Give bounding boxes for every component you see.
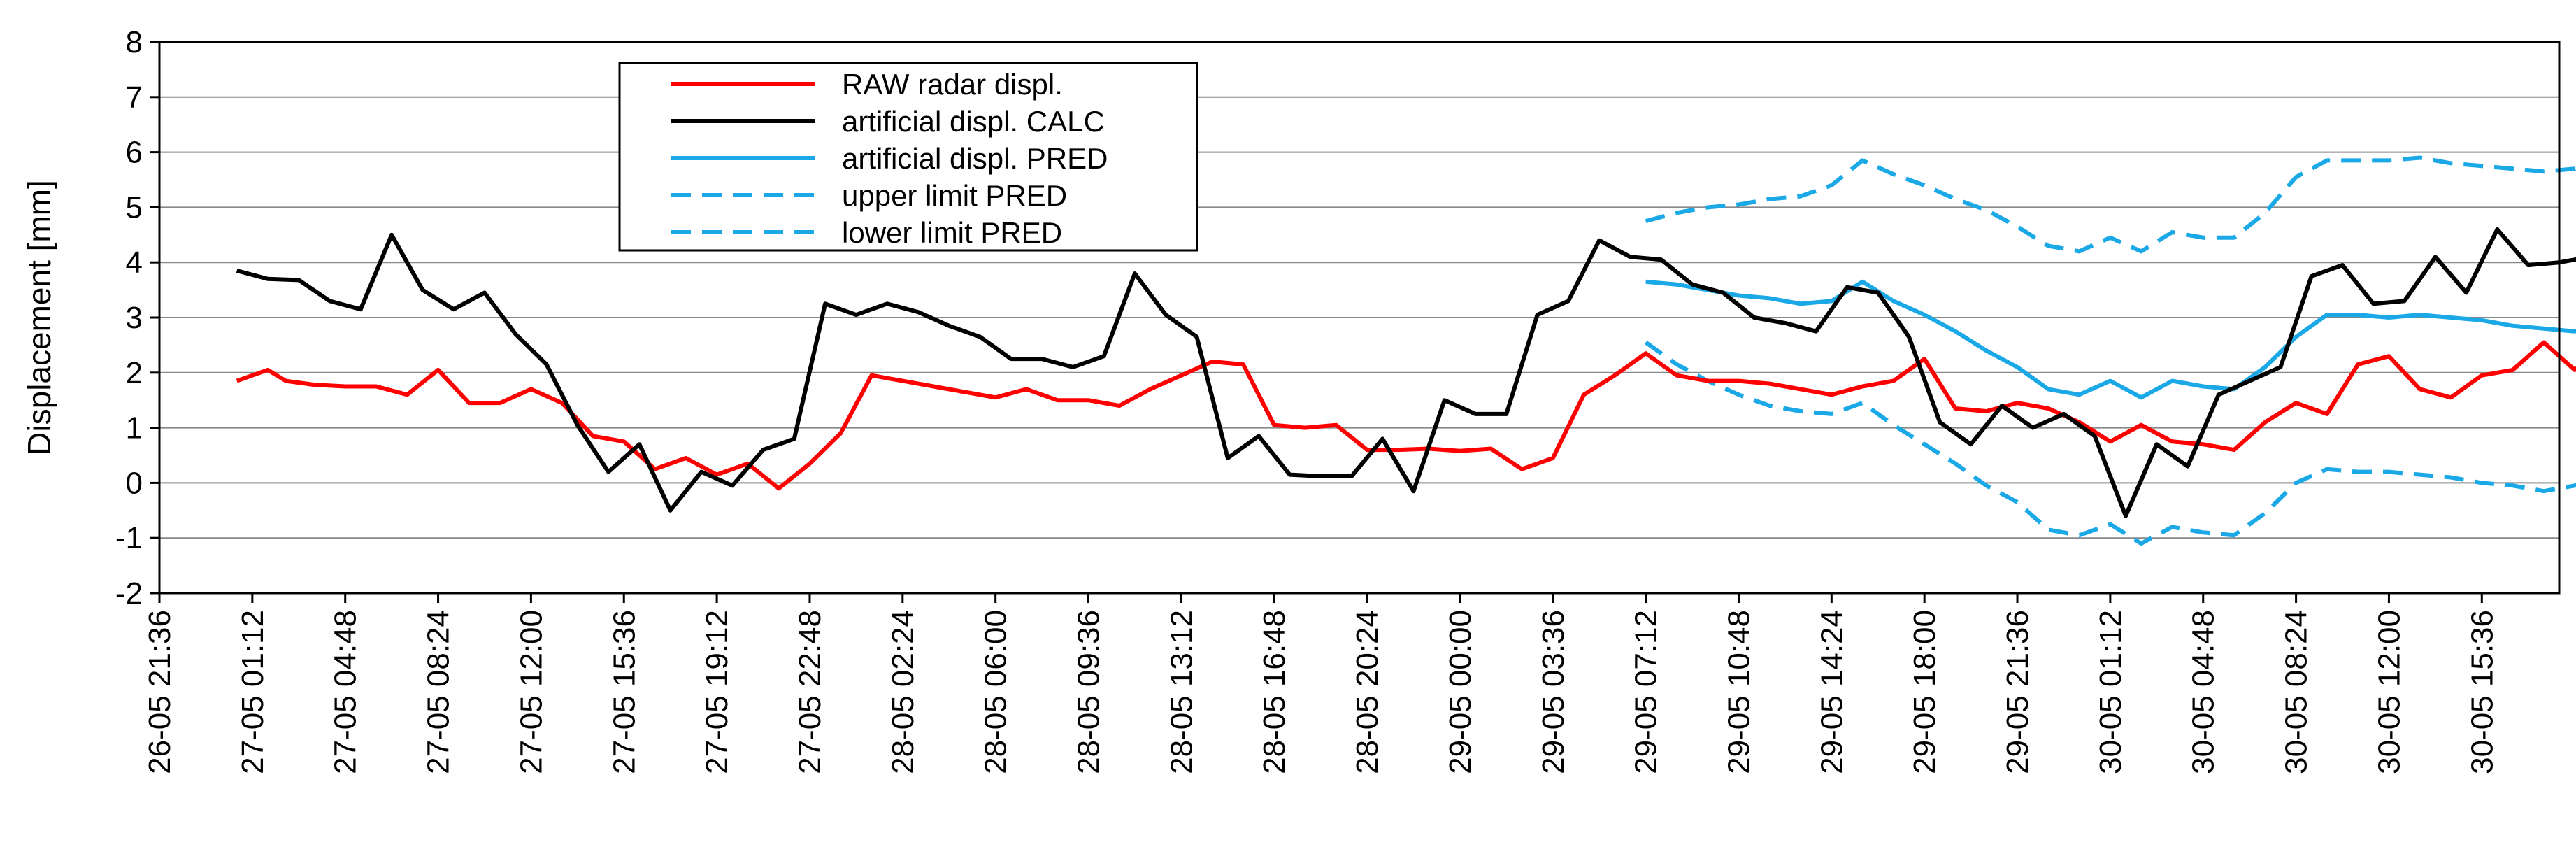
x-tick-label: 29-05 03:36: [1536, 610, 1570, 774]
y-axis: 8 7 6 5 4 3 2 1 0 -1 -2: [115, 25, 159, 611]
legend-label: upper limit PRED: [842, 179, 1067, 212]
x-tick-label: 29-05 10:48: [1722, 610, 1756, 774]
y-tick-label: 8: [126, 25, 143, 59]
x-tick-label: 28-05 09:36: [1072, 610, 1106, 774]
x-tick-label: 29-05 07:12: [1629, 610, 1663, 774]
y-tick-label: 7: [126, 80, 143, 115]
x-tick-label: 26-05 21:36: [143, 610, 177, 774]
x-tick-label: 27-05 01:12: [236, 610, 270, 774]
legend-label: artificial displ. CALC: [842, 105, 1105, 138]
x-tick-label: 29-05 14:24: [1815, 610, 1849, 774]
y-tick-label: 5: [126, 190, 143, 225]
y-axis-title: Displacement [mm]: [21, 180, 57, 455]
x-tick-label: 27-05 15:36: [607, 610, 641, 774]
y-tick-label: 6: [126, 136, 143, 170]
x-tick-label: 29-05 21:36: [2001, 610, 2035, 774]
series-line-raw-radar-displ: [236, 340, 2576, 491]
x-axis: 26-05 21:36 27-05 01:12 27-05 04:48 27-05 0…: [143, 593, 2499, 774]
x-tick-label: 29-05 00:00: [1443, 610, 1477, 774]
legend-label: lower limit PRED: [842, 216, 1062, 249]
series-line-upper-limit-pred: [1645, 155, 2576, 254]
y-tick-label: -1: [115, 521, 143, 555]
x-tick-label: 30-05 01:12: [2094, 610, 2128, 774]
series-line-artificial-displ-calc: [236, 227, 2576, 518]
y-tick-label: -2: [115, 576, 143, 611]
y-tick-label: 4: [126, 245, 143, 280]
x-tick-label: 28-05 20:24: [1350, 610, 1384, 774]
x-tick-label: 30-05 08:24: [2280, 610, 2314, 774]
x-tick-label: 29-05 18:00: [1908, 610, 1942, 774]
x-tick-label: 28-05 13:12: [1164, 610, 1198, 774]
legend: RAW radar displ. artificial displ. CALC ar…: [618, 62, 1198, 252]
series-layer: [236, 155, 2576, 546]
y-tick-label: 1: [126, 411, 143, 446]
x-tick-label: 30-05 15:36: [2465, 610, 2499, 774]
x-tick-label: 27-05 08:24: [422, 610, 456, 774]
x-tick-label: 27-05 12:00: [514, 610, 548, 774]
x-tick-label: 28-05 16:48: [1257, 610, 1291, 774]
x-tick-label: 30-05 12:00: [2372, 610, 2406, 774]
x-tick-label: 28-05 02:24: [886, 610, 920, 774]
x-tick-label: 27-05 04:48: [329, 610, 363, 774]
x-tick-label: 27-05 19:12: [700, 610, 734, 774]
x-tick-label: 28-05 06:00: [979, 610, 1013, 774]
legend-label: artificial displ. PRED: [842, 142, 1108, 175]
series-line-artificial-displ-pred: [1645, 279, 2576, 400]
x-tick-label: 30-05 04:48: [2187, 610, 2221, 774]
y-tick-label: 2: [126, 356, 143, 390]
y-tick-label: 3: [126, 301, 143, 335]
y-tick-label: 0: [126, 466, 143, 500]
x-tick-label: 27-05 22:48: [793, 610, 827, 774]
legend-label: RAW radar displ.: [842, 68, 1063, 101]
